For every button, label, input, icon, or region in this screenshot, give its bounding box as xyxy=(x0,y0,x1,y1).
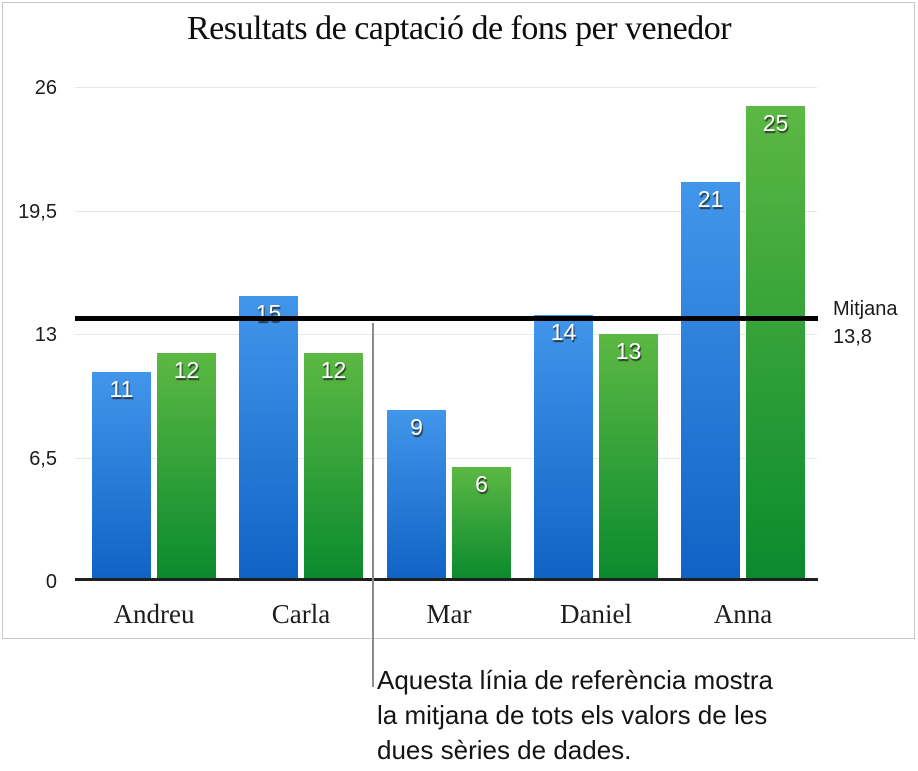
callout-leader-line xyxy=(372,323,374,687)
y-axis-tick-label: 26 xyxy=(34,77,57,99)
bar-mar-blue-series xyxy=(387,410,446,580)
y-axis-tick-label: 13 xyxy=(34,324,57,346)
callout-text-line3: dues sèries de dades. xyxy=(377,735,632,765)
bar-value-label: 9 xyxy=(410,414,423,440)
category-label-mar: Mar xyxy=(426,599,472,629)
bar-value-label: 11 xyxy=(109,376,134,402)
category-label-carla: Carla xyxy=(271,599,331,629)
bar-value-label: 25 xyxy=(762,110,789,136)
chart-title: Resultats de captació de fons per venedo… xyxy=(186,10,732,47)
bar-carla-blue-series xyxy=(239,296,298,580)
bar-value-label: 21 xyxy=(697,186,724,212)
x-axis-line xyxy=(75,578,818,581)
callout-text: Aquesta línia de referència mostra la mi… xyxy=(377,663,773,768)
bar-andreu-blue-series xyxy=(92,372,151,580)
gridline-6,5 xyxy=(75,458,817,459)
bar-value-label: 6 xyxy=(475,471,488,497)
reference-line-label: Mitjana 13,8 xyxy=(833,295,897,351)
category-label-andreu: Andreu xyxy=(113,599,195,629)
y-axis-tick-label: 19,5 xyxy=(18,201,57,223)
bar-anna-green-series xyxy=(746,106,805,580)
reference-line-label-text: Mitjana xyxy=(833,298,898,320)
gridline-19,5 xyxy=(75,211,817,212)
reference-line xyxy=(75,316,818,321)
bar-carla-green-series xyxy=(304,353,363,580)
bar-anna-blue-series xyxy=(681,182,740,580)
bar-value-label: 12 xyxy=(320,357,347,383)
callout-text-line2: la mitjana de tots els valors de les xyxy=(377,700,768,730)
bar-value-label: 12 xyxy=(173,357,200,383)
bar-andreu-green-series xyxy=(157,353,216,580)
category-label-anna: Anna xyxy=(713,599,773,629)
callout-text-line1: Aquesta línia de referència mostra xyxy=(377,665,773,695)
bar-mar-green-series xyxy=(452,467,511,580)
category-label-daniel: Daniel xyxy=(560,599,632,629)
bar-daniel-blue-series xyxy=(534,315,593,580)
y-axis-tick-label: 6,5 xyxy=(29,448,57,470)
bar-value-label: 14 xyxy=(550,319,577,345)
reference-line-label-value: 13,8 xyxy=(833,326,872,348)
y-axis-tick-label: 0 xyxy=(45,571,57,593)
bar-daniel-green-series xyxy=(599,334,658,580)
gridline-13 xyxy=(75,334,817,335)
bar-value-label: 15 xyxy=(255,300,282,326)
bar-value-label: 13 xyxy=(615,338,642,364)
gridline-26 xyxy=(75,87,817,88)
